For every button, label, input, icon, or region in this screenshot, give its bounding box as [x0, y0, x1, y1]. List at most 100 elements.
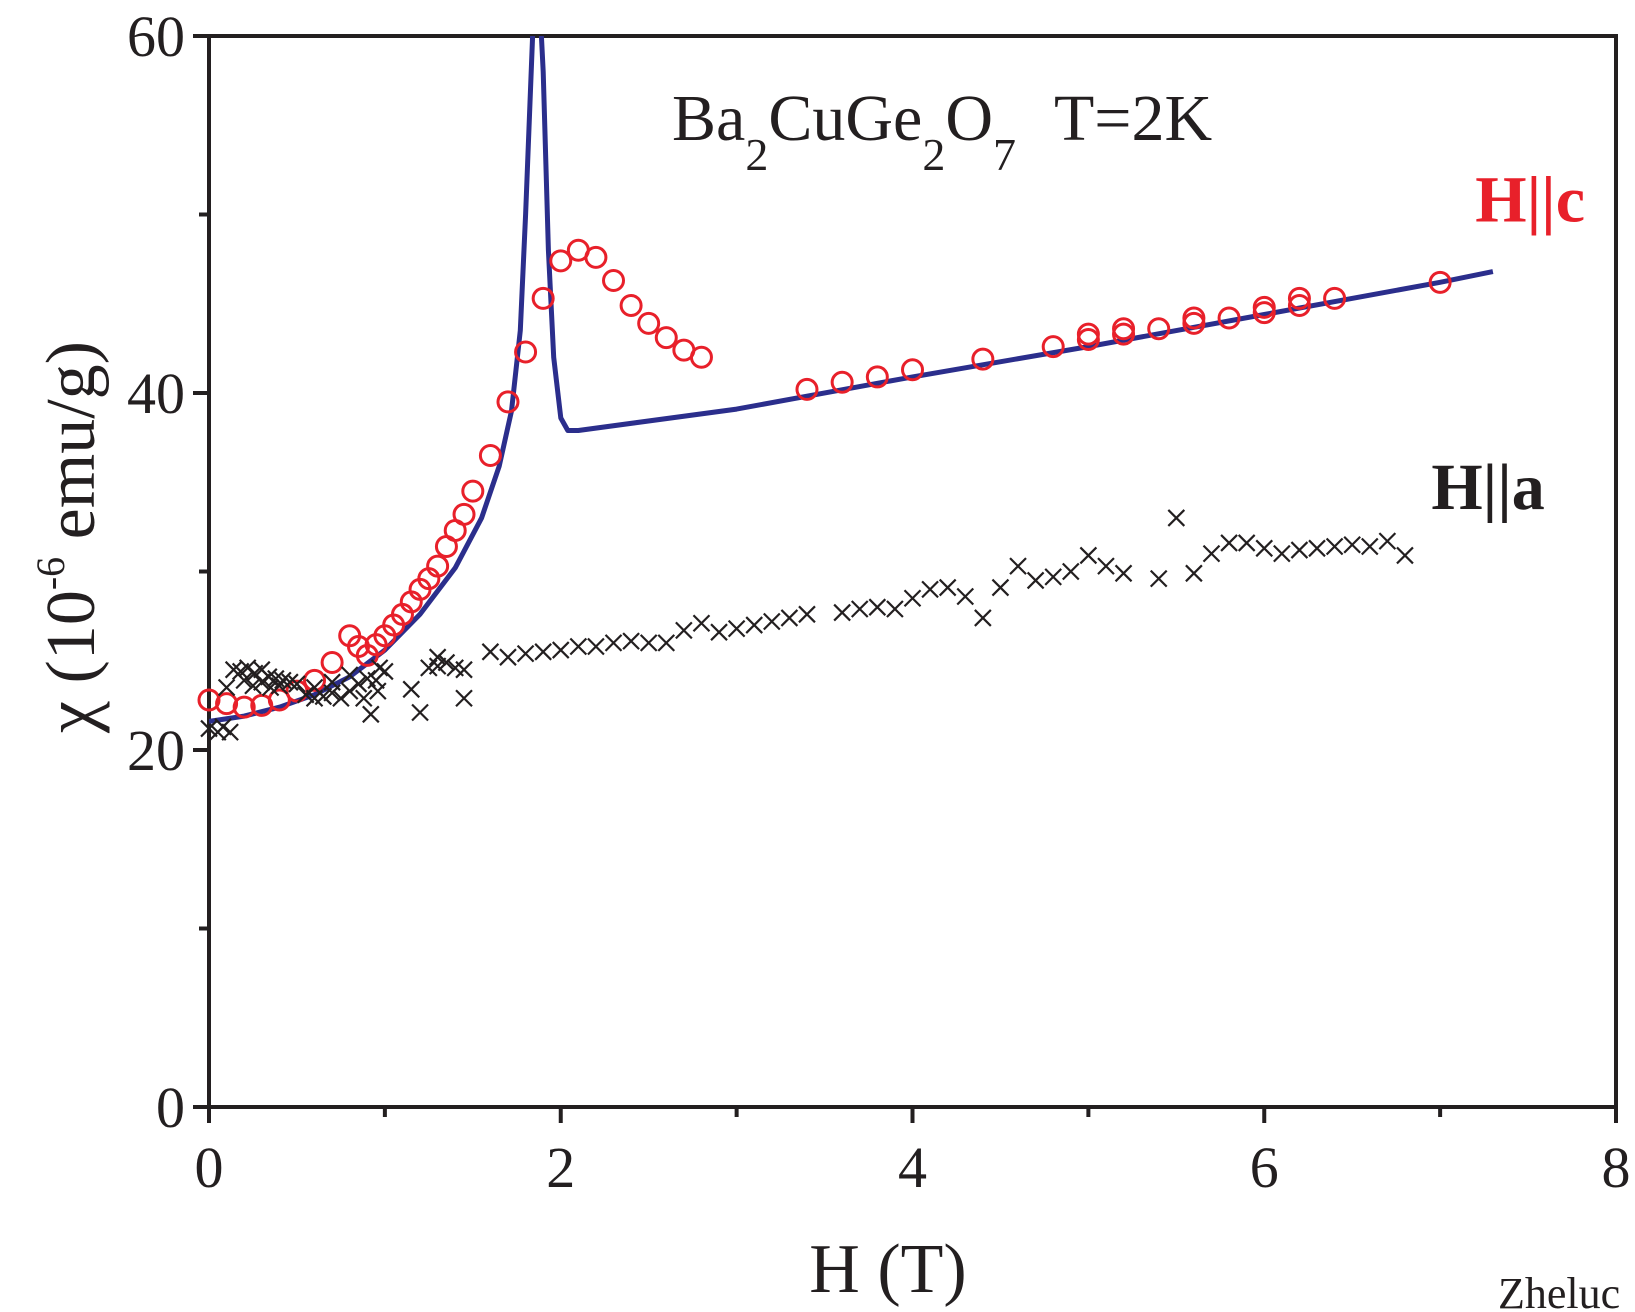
h-parallel-a-point: [921, 580, 939, 599]
h-parallel-c-point: [1252, 295, 1276, 319]
h-parallel-a-point: [1290, 541, 1309, 559]
h-parallel-c-point: [830, 370, 854, 394]
h-parallel-a-point: [1202, 544, 1221, 563]
h-parallel-a-point: [1361, 537, 1379, 556]
h-parallel-c-point: [619, 294, 643, 318]
h-parallel-a-point: [1097, 557, 1115, 575]
h-parallel-c-point: [1323, 286, 1347, 310]
x-tick-label: 0: [195, 1135, 224, 1200]
h-parallel-a-point: [402, 680, 421, 699]
h-parallel-a-point: [1114, 564, 1133, 583]
data-layer: [197, 36, 1494, 741]
y-tick-label: 20: [127, 718, 185, 783]
h-parallel-a-point: [221, 723, 239, 741]
h-parallel-a-point: [1167, 509, 1186, 527]
h-parallel-a-point: [622, 632, 640, 650]
h-parallel-c-point: [461, 479, 485, 503]
h-parallel-a-point: [369, 682, 387, 700]
h-parallel-a-point: [1237, 534, 1256, 552]
y-axis-label: χ (10-6 emu/g): [28, 341, 110, 734]
h-parallel-a-point: [1378, 532, 1397, 550]
h-parallel-a-point: [1026, 571, 1045, 590]
h-parallel-a-point: [288, 675, 306, 693]
h-parallel-a-point: [1009, 557, 1027, 575]
h-parallel-a-point: [780, 609, 799, 627]
h-parallel-c-point: [689, 345, 713, 369]
h-parallel-a-point: [1044, 568, 1062, 586]
y-tick-label: 0: [156, 1075, 185, 1140]
h-parallel-a-point: [499, 648, 517, 666]
h-parallel-a-point: [657, 634, 676, 652]
h-parallel-c-point: [654, 326, 678, 350]
h-parallel-a-point: [428, 657, 447, 675]
h-parallel-a-point: [274, 671, 292, 690]
h-parallel-c-point: [514, 340, 538, 364]
x-tick-label: 2: [546, 1135, 575, 1200]
h-parallel-a-point: [1079, 546, 1098, 565]
h-parallel-c-point: [426, 554, 450, 578]
h-parallel-a-point: [305, 678, 324, 697]
h-parallel-c-point: [320, 651, 344, 675]
y-tick-label: 60: [127, 4, 185, 69]
h-parallel-c-point: [1287, 294, 1311, 318]
h-parallel-a-point: [354, 689, 373, 708]
x-tick-label: 8: [1602, 1135, 1631, 1200]
h-parallel-c-point: [303, 668, 327, 692]
h-parallel-c-point: [1076, 322, 1100, 346]
h-parallel-a-point: [235, 671, 253, 690]
footer-author-text: Zheluc: [1498, 1269, 1620, 1312]
h-parallel-c-point: [549, 249, 573, 273]
h-parallel-c-point: [865, 365, 889, 389]
h-parallel-a-point: [727, 619, 746, 638]
h-parallel-a-point: [1062, 562, 1080, 581]
h-parallel-a-point: [1396, 546, 1414, 565]
h-parallel-a-point: [370, 659, 389, 677]
h-parallel-a-point: [692, 614, 711, 633]
h-parallel-c-point: [1428, 270, 1452, 294]
h-parallel-a-point: [991, 578, 1010, 597]
h-parallel-c-point: [637, 311, 661, 335]
h-parallel-a-point: [569, 637, 588, 656]
h-parallel-a-point: [200, 719, 218, 738]
h-parallel-c-point: [602, 269, 626, 293]
h-parallel-a-point: [534, 643, 552, 661]
h-parallel-a-point: [1273, 544, 1291, 563]
h-parallel-a-point: [1149, 569, 1168, 588]
h-parallel-c-point: [232, 695, 256, 719]
legend-label-h-parallel-c: H||c: [1475, 164, 1585, 237]
h-parallel-c-point: [971, 347, 995, 371]
h-parallel-a-point: [675, 621, 693, 640]
h-parallel-a-point: [214, 718, 232, 736]
h-parallel-a-point: [1185, 564, 1203, 583]
x-tick-label: 4: [898, 1135, 927, 1200]
h-parallel-a-point: [428, 648, 447, 666]
h-parallel-c-point: [478, 443, 502, 467]
h-parallel-c-point: [901, 358, 924, 382]
h-parallel-a-point: [238, 659, 257, 677]
h-parallel-a-point: [956, 587, 975, 606]
h-parallel-c-point: [531, 286, 555, 310]
h-parallel-c-point: [1217, 306, 1241, 330]
h-parallel-a-point: [260, 668, 278, 686]
h-parallel-a-point: [850, 600, 869, 618]
h-parallel-a-point: [296, 685, 315, 704]
h-parallel-a-point: [437, 653, 456, 672]
h-parallel-a-point: [481, 643, 500, 661]
h-parallel-c-point: [795, 377, 819, 401]
h-parallel-a-point: [270, 676, 289, 695]
h-parallel-c-point: [1041, 335, 1065, 359]
axes-layer: 0 2 4 6 8 0 20 40 60: [127, 4, 1631, 1200]
h-parallel-a-point: [244, 676, 262, 695]
h-parallel-a-point: [332, 689, 350, 708]
h-parallel-c-point: [1112, 317, 1136, 341]
h-parallel-c-point: [496, 390, 520, 414]
h-parallel-a-point: [1343, 535, 1361, 554]
y-tick-label: 40: [127, 361, 185, 426]
h-parallel-a-point: [710, 623, 728, 641]
h-parallel-a-point: [252, 673, 271, 691]
h-parallel-c-point: [197, 688, 221, 712]
h-parallel-a-point: [455, 660, 473, 679]
h-parallel-c-point: [1147, 317, 1171, 341]
h-parallel-c-point: [584, 245, 608, 269]
